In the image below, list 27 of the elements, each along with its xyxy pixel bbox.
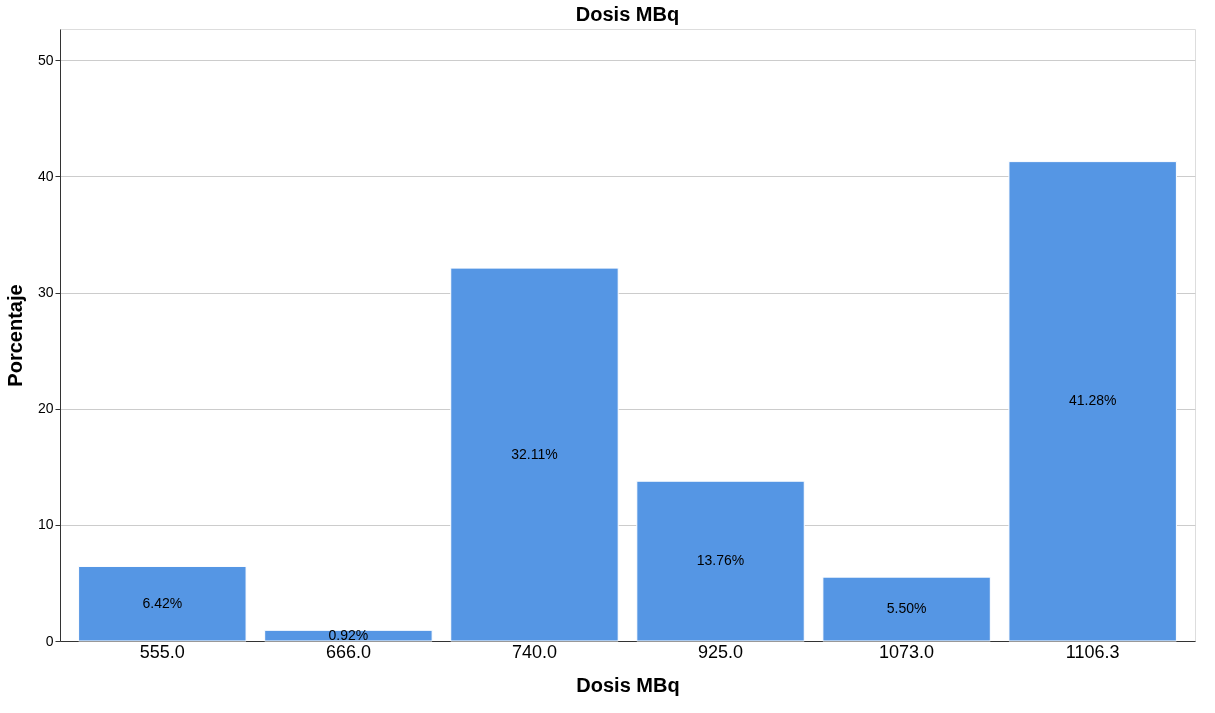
bar — [450, 267, 619, 642]
y-tick-label: 10 — [37, 516, 54, 533]
data-label: 5.50% — [886, 600, 927, 617]
x-tick-label: 666.0 — [325, 641, 371, 662]
data-label: 41.28% — [1068, 392, 1117, 409]
data-label: 6.42% — [142, 594, 183, 611]
y-tick-label: 30 — [37, 284, 54, 301]
bar — [264, 629, 433, 642]
x-tick-label: 1106.3 — [1065, 641, 1120, 662]
y-tick-label: 40 — [37, 167, 54, 184]
data-label: 32.11% — [511, 445, 558, 462]
data-label: 0.92% — [328, 626, 369, 643]
x-tick-label: 555.0 — [139, 641, 185, 662]
x-axis-title: Dosis MBq — [576, 673, 680, 696]
bar — [636, 480, 805, 642]
y-tick-label: 50 — [37, 51, 54, 68]
bar — [822, 576, 991, 642]
chart-title: Dosis MBq — [575, 3, 680, 25]
y-axis-title: Porcentaje — [3, 284, 26, 387]
x-tick-label: 1073.0 — [879, 641, 935, 662]
bar — [1008, 161, 1177, 642]
x-tick-label: 740.0 — [511, 641, 557, 662]
x-tick-label: 925.0 — [698, 641, 744, 662]
y-tick-label: 0 — [45, 632, 54, 649]
y-tick-label: 20 — [37, 400, 54, 417]
data-label: 13.76% — [696, 552, 745, 569]
bar — [78, 565, 247, 642]
